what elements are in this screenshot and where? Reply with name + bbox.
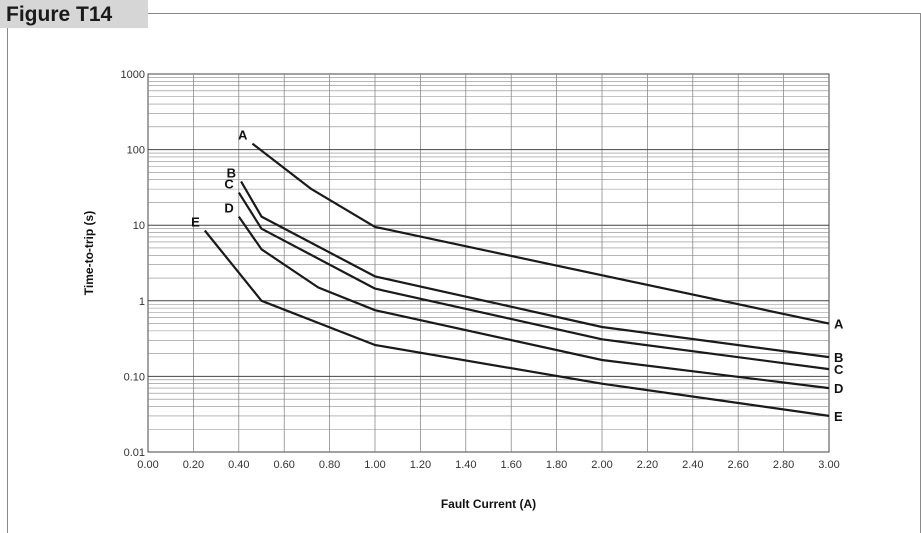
- x-tick-label: 2.00: [591, 459, 612, 471]
- x-tick-label: 2.40: [682, 459, 703, 471]
- x-tick-label: 3.00: [818, 459, 839, 471]
- x-tick-label: 1.00: [364, 459, 385, 471]
- y-tick-label: 1: [139, 296, 145, 308]
- x-tick-label: 1.40: [455, 459, 476, 471]
- series-label-start-b: B: [227, 165, 236, 180]
- x-tick-label: 0.80: [319, 459, 340, 471]
- x-tick-label: 2.80: [773, 459, 794, 471]
- series-label-end-a: A: [834, 317, 844, 332]
- x-tick-label: 2.20: [637, 459, 658, 471]
- series-label-end-b: B: [834, 350, 843, 365]
- y-tick-label: 10: [133, 220, 145, 232]
- series-group: [203, 142, 830, 417]
- x-tick-label: 0.00: [137, 459, 158, 471]
- y-tick-label: 0.01: [124, 447, 145, 459]
- x-axis-title: Fault Current (A): [441, 497, 536, 511]
- series-line-c: [237, 192, 830, 371]
- series-label-start-e: E: [191, 215, 200, 230]
- figure-label: Figure T14: [0, 0, 148, 28]
- y-tick-label: 1000: [121, 69, 145, 81]
- grid: [147, 73, 830, 453]
- y-tick-label: 100: [127, 145, 145, 157]
- series-line-d: [237, 215, 830, 390]
- series-line-e: [203, 229, 830, 417]
- y-tick-label: 0.10: [124, 371, 145, 383]
- x-tick-label: 1.20: [410, 459, 431, 471]
- series-line-a: [251, 142, 830, 325]
- series-label-end-c: C: [834, 362, 844, 377]
- x-tick-label: 0.40: [228, 459, 249, 471]
- y-axis-ticks: 0.01 0.10 1 10 100 1000: [121, 69, 145, 459]
- series-label-start-d: D: [224, 201, 233, 216]
- x-tick-label: 0.20: [183, 459, 204, 471]
- x-tick-label: 1.60: [500, 459, 521, 471]
- plot-area-border: [147, 73, 830, 453]
- series-label-end-d: D: [834, 381, 843, 396]
- y-axis-title: Time-to-trip (s): [82, 211, 96, 295]
- x-tick-label: 0.60: [273, 459, 294, 471]
- series-line-b: [240, 180, 830, 359]
- x-axis-ticks: 0.00 0.20 0.40 0.60 0.80 1.00 1.20 1.40 1.60 1.80…: [137, 459, 839, 471]
- x-tick-label: 1.80: [546, 459, 567, 471]
- series-label-end-e: E: [834, 409, 843, 424]
- x-tick-label: 2.60: [727, 459, 748, 471]
- series-label-start-c: C: [224, 177, 234, 192]
- series-label-start-a: A: [238, 128, 248, 143]
